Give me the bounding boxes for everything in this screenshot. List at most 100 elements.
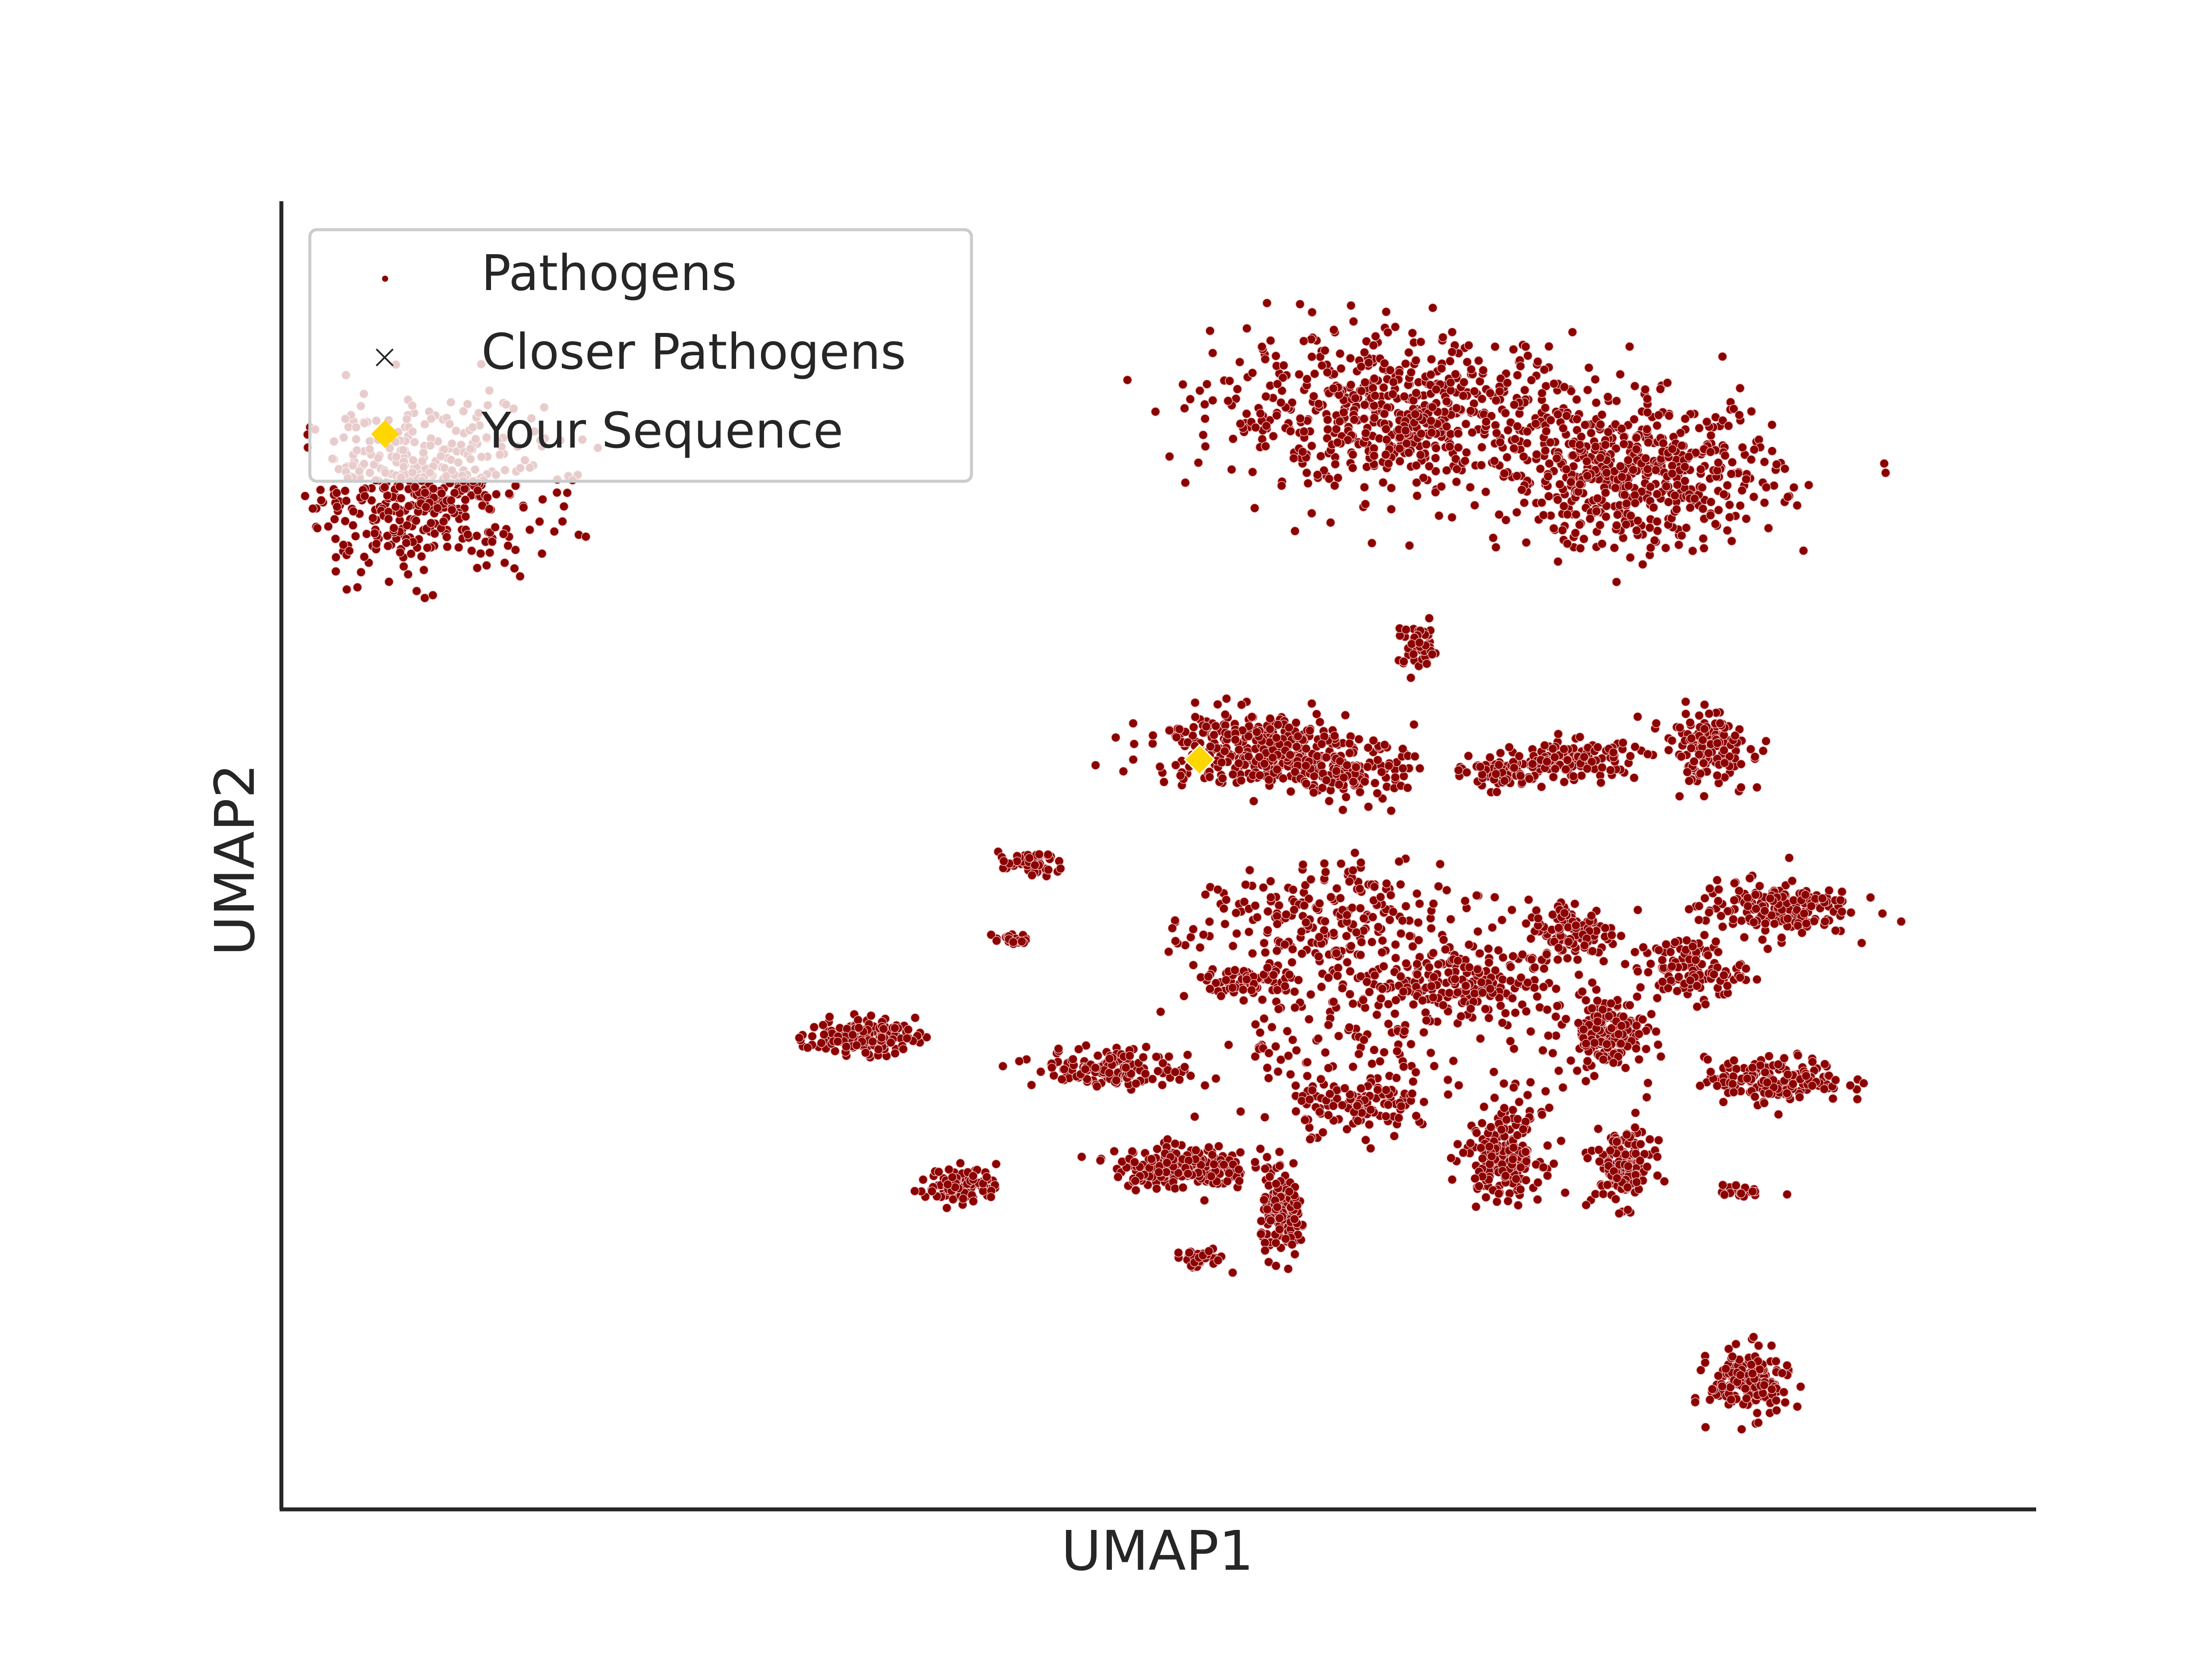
pathogen-point xyxy=(1722,525,1732,536)
pathogen-point xyxy=(1321,867,1330,877)
pathogen-point xyxy=(1342,760,1352,770)
pathogen-point xyxy=(1620,1150,1630,1159)
pathogen-point xyxy=(1542,949,1552,959)
pathogen-point xyxy=(1256,1216,1266,1226)
pathogen-point xyxy=(1294,370,1304,379)
pathogen-point xyxy=(1764,523,1774,533)
pathogen-point xyxy=(1667,444,1677,454)
pathogen-point xyxy=(1332,883,1342,893)
pathogen-point xyxy=(1532,906,1541,915)
pathogen-point xyxy=(1275,1213,1284,1223)
pathogen-point xyxy=(1648,503,1659,512)
pathogen-point xyxy=(1131,1185,1141,1195)
pathogen-point xyxy=(1659,1176,1669,1186)
pathogen-point xyxy=(1200,414,1210,424)
pathogen-point xyxy=(1625,553,1635,563)
pathogen-point xyxy=(1722,480,1732,490)
pathogen-point xyxy=(1412,491,1422,501)
pathogen-point xyxy=(1820,917,1830,926)
pathogen-point xyxy=(1685,503,1695,513)
pathogen-point xyxy=(1502,378,1512,388)
pathogen-point xyxy=(1630,1123,1640,1132)
pathogen-point xyxy=(1193,458,1203,468)
pathogen-point xyxy=(1105,1054,1115,1064)
pathogen-point xyxy=(1170,1183,1180,1194)
pathogen-point xyxy=(1315,1107,1325,1117)
pathogen-point xyxy=(1743,901,1753,911)
pathogen-point xyxy=(1242,975,1252,984)
pathogen-point xyxy=(890,1048,900,1058)
pathogen-point xyxy=(1540,403,1550,413)
pathogen-point xyxy=(1641,453,1651,463)
pathogen-point xyxy=(1595,420,1606,430)
pathogen-point xyxy=(1184,1248,1194,1257)
pathogen-point xyxy=(1513,1200,1523,1210)
pathogen-point xyxy=(1412,478,1421,487)
pathogen-point xyxy=(1582,1056,1592,1066)
pathogen-point xyxy=(1283,1264,1293,1274)
pathogen-point xyxy=(1597,763,1607,773)
pathogen-point xyxy=(1523,351,1533,360)
pathogen-point xyxy=(1348,463,1357,473)
pathogen-point xyxy=(1643,464,1652,474)
pathogen-point xyxy=(1729,1087,1739,1097)
pathogen-point xyxy=(1700,724,1709,734)
pathogen-point xyxy=(331,567,341,576)
pathogen-point xyxy=(1632,992,1642,1001)
pathogen-point xyxy=(1220,746,1230,756)
pathogen-point xyxy=(1379,409,1389,419)
pathogen-point xyxy=(1559,777,1569,787)
pathogen-point xyxy=(1630,498,1640,508)
pathogen-point xyxy=(1572,1066,1582,1076)
pathogen-point xyxy=(1477,770,1487,780)
pathogen-point xyxy=(1289,453,1299,463)
pathogen-point xyxy=(1369,451,1379,461)
pathogen-point xyxy=(1537,498,1546,508)
pathogen-point xyxy=(848,1030,858,1040)
pathogen-point xyxy=(1404,448,1414,458)
pathogen-point xyxy=(491,490,501,499)
pathogen-point xyxy=(1789,483,1799,492)
pathogen-point xyxy=(1219,903,1229,914)
pathogen-point xyxy=(1685,976,1695,985)
pathogen-point xyxy=(1460,456,1470,466)
pathogen-point xyxy=(1340,710,1350,720)
pathogen-point xyxy=(1292,1200,1302,1210)
pathogen-point xyxy=(1406,368,1416,377)
pathogen-point xyxy=(1401,901,1411,911)
pathogen-point xyxy=(1307,508,1317,518)
pathogen-point xyxy=(998,1061,1008,1071)
pathogen-point xyxy=(1651,1027,1661,1036)
pathogen-point xyxy=(1239,995,1248,1005)
pathogen-point xyxy=(1575,543,1585,553)
pathogen-point xyxy=(1540,446,1550,455)
pathogen-point xyxy=(1148,731,1158,740)
pathogen-point xyxy=(818,1020,828,1030)
pathogen-point xyxy=(1437,482,1446,491)
pathogen-point xyxy=(1225,376,1234,386)
pathogen-point xyxy=(1728,1079,1738,1089)
pathogen-point xyxy=(1043,850,1053,860)
pathogen-point xyxy=(1077,1152,1087,1162)
pathogen-point xyxy=(1760,498,1769,508)
pathogen-point xyxy=(1612,1173,1622,1183)
pathogen-point xyxy=(1643,438,1653,448)
pathogen-point xyxy=(1567,327,1578,337)
pathogen-point xyxy=(1247,985,1256,995)
pathogen-point xyxy=(1257,995,1267,1004)
pathogen-point xyxy=(1691,955,1701,965)
pathogen-point xyxy=(384,577,394,587)
pathogen-point xyxy=(1568,450,1578,460)
pathogen-point xyxy=(1479,1102,1489,1112)
pathogen-point xyxy=(1700,930,1709,940)
pathogen-point xyxy=(472,531,482,541)
pathogen-point xyxy=(1340,1083,1350,1093)
pathogen-point xyxy=(1623,1161,1633,1171)
pathogen-point xyxy=(1494,945,1503,955)
pathogen-point xyxy=(1729,878,1739,888)
pathogen-point xyxy=(819,1029,829,1040)
pathogen-point xyxy=(1490,420,1501,430)
pathogen-point xyxy=(1735,383,1745,393)
pathogen-point xyxy=(1391,940,1400,949)
pathogen-point xyxy=(1437,364,1446,373)
